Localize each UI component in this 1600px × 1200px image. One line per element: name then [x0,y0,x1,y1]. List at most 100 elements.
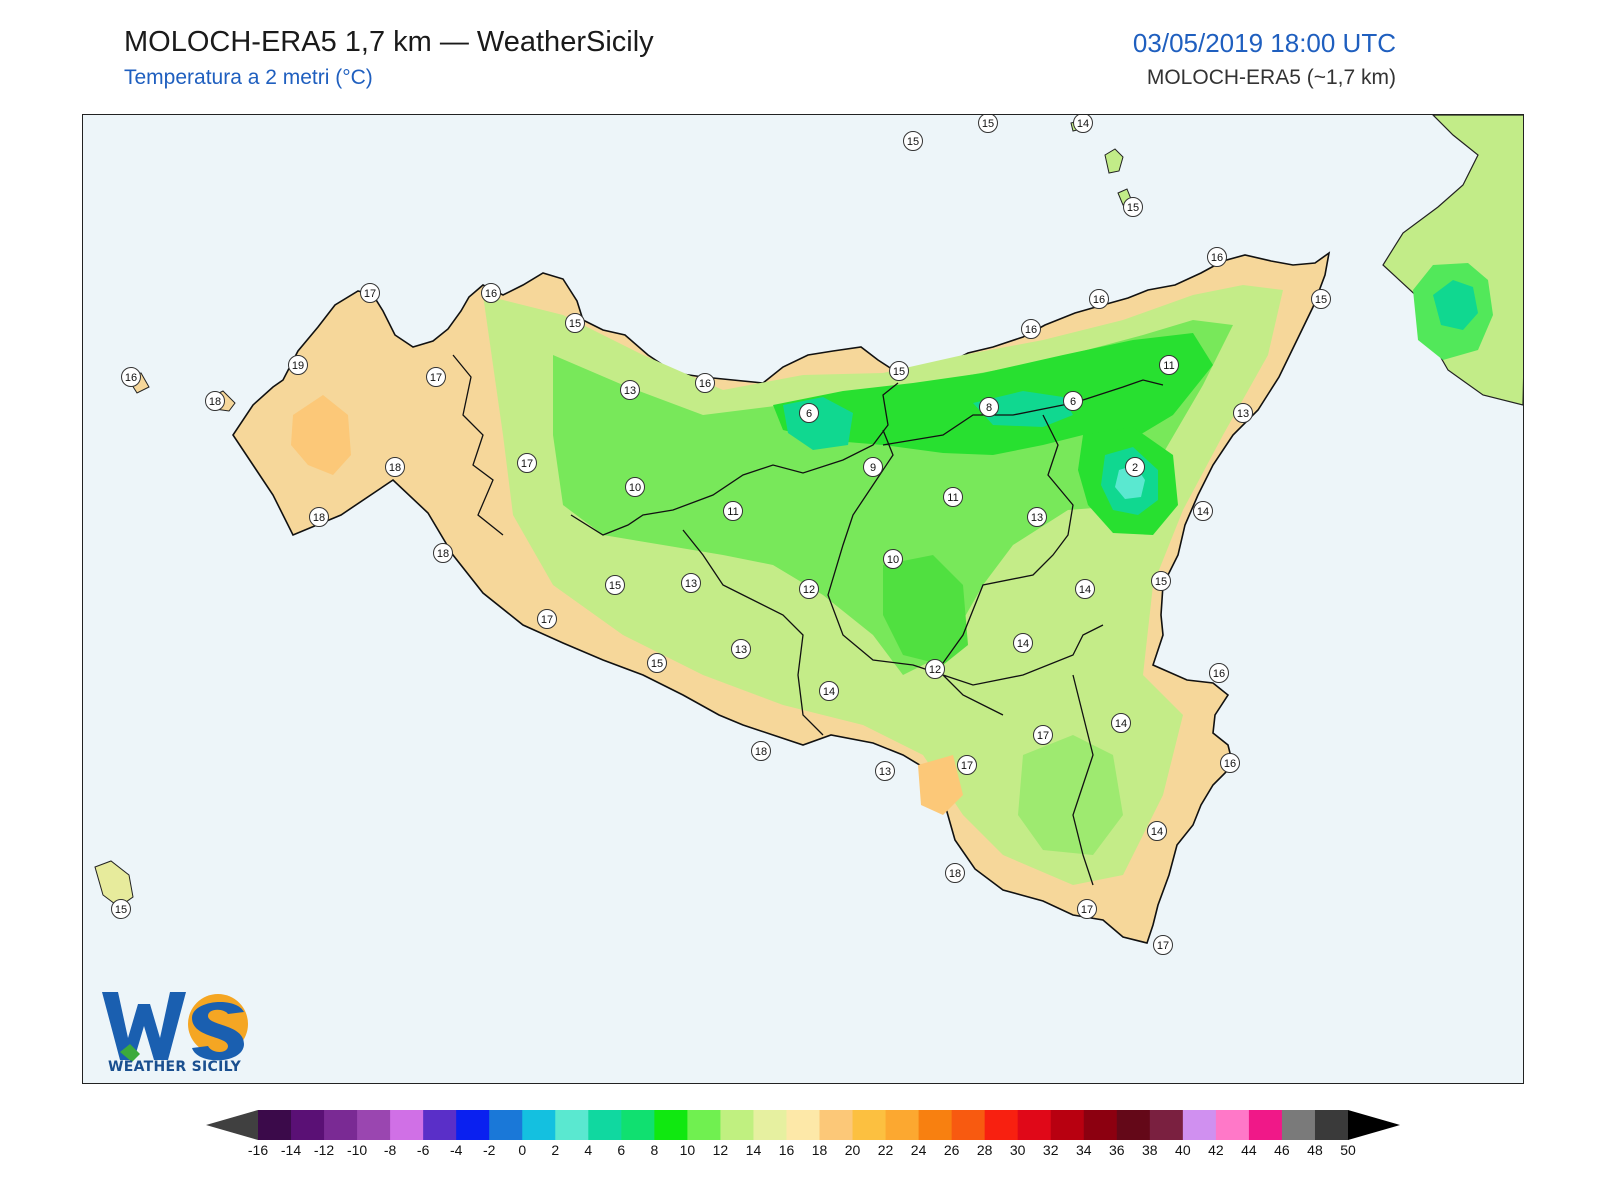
colorbar-cell [819,1110,854,1140]
temperature-value: 18 [949,868,961,880]
colorbar-tick-label: 44 [1241,1142,1257,1158]
temperature-marker: 15 [1151,571,1171,591]
temperature-value: 16 [485,288,497,300]
colorbar-cell [555,1110,589,1140]
temperature-value: 13 [685,578,697,590]
colorbar-cell [357,1110,391,1140]
temperature-labels: 15 15 14 15 16 15 16 16 11 13 14 15 16 16 17 16 19 17 16 18… [111,115,1331,955]
colorbar-tick-label: 26 [943,1142,960,1158]
temperature-marker: 11 [1159,355,1179,375]
temperature-marker: 16 [1021,319,1041,339]
colorbar-tick-label: 32 [1042,1142,1059,1158]
colorbar-cell [258,1110,292,1140]
temperature-marker: 14 [1075,579,1095,599]
temperature-value: 14 [1197,506,1209,518]
colorbar-cell [1149,1110,1184,1140]
temperature-marker: 15 [565,313,585,333]
colorbar-cell [852,1110,887,1140]
temperature-marker: 18 [945,863,965,883]
colorbar-tick-label: -16 [247,1142,269,1158]
colorbar-tick-label: 0 [518,1142,527,1158]
logo-text: WEATHER SICILY [108,1059,242,1075]
temperature-value: 14 [1017,638,1029,650]
colorbar-cell [423,1110,457,1140]
temperature-value: 16 [1224,758,1236,770]
temperature-value: 15 [609,580,621,592]
temperature-marker: 16 [481,283,501,303]
colorbar-tick-label: 30 [1009,1142,1026,1158]
temperature-value: 15 [651,658,663,670]
temperature-value: 15 [1127,202,1139,214]
temperature-value: 17 [961,760,973,772]
temperature-value: 18 [389,462,401,474]
colorbar-tick-label: 6 [617,1142,626,1158]
province-borders [452,354,1164,886]
temperature-value: 9 [870,462,876,474]
colorbar-cell [1215,1110,1250,1140]
temperature-marker: 12 [799,579,819,599]
colorbar-cell [1281,1110,1316,1140]
temperature-value: 16 [699,378,711,390]
temperature-value: 14 [1151,826,1163,838]
colorbar-cell [489,1110,523,1140]
colorbar-tick-label: 24 [910,1142,927,1158]
trapani-warm [291,395,351,475]
colorbar-ticks: -16 -14 -12 -10 -8 -6 -4 -2 0 2 4 6 8 10 12 14 16 18 20 22 2… [0,1142,1600,1162]
temperature-marker: 9 [863,457,883,477]
temperature-marker: 17 [1077,899,1097,919]
temperature-value: 18 [755,746,767,758]
temperature-marker: 13 [731,639,751,659]
colorbar-cell [1050,1110,1085,1140]
temperature-marker: 8 [979,397,999,417]
colorbar-cell [654,1110,688,1140]
colorbar-cell [291,1110,325,1140]
temperature-map: 15 15 14 15 16 15 16 16 11 13 14 15 16 16 17 16 19 17 16 18… [82,114,1524,1084]
colorbar-cell [1116,1110,1151,1140]
temperature-value: 17 [1081,904,1093,916]
temperature-marker: 14 [1147,821,1167,841]
temperature-marker: 11 [723,501,743,521]
temperature-marker: 19 [288,355,308,375]
temperature-marker: 17 [1153,935,1173,955]
pantelleria-island [94,860,134,908]
temperature-value: 15 [1155,576,1167,588]
map-title: MOLOCH-ERA5 1,7 km — WeatherSicily [124,26,654,58]
temperature-value: 15 [893,366,905,378]
temperature-value: 13 [879,766,891,778]
colorbar-cell [885,1110,920,1140]
temperature-marker: 15 [111,899,131,919]
temperature-marker: 18 [751,741,771,761]
central-green [883,555,968,665]
temperature-value: 14 [1115,718,1127,730]
colorbar-tick-label: 20 [844,1142,861,1158]
colorbar-cell [1248,1110,1283,1140]
temperature-value: 15 [982,118,994,130]
temperature-marker: 16 [1089,289,1109,309]
temperature-marker: 10 [625,477,645,497]
temperature-value: 17 [541,614,553,626]
colorbar-cell [1314,1110,1349,1140]
colorbar-over-triangle [1348,1110,1400,1140]
temperature-value: 12 [929,664,941,676]
temperature-marker: 17 [537,609,557,629]
temperature-marker: 15 [1311,289,1331,309]
aeolian-island-1 [1104,148,1124,174]
colorbar-cell [324,1110,358,1140]
temperature-marker: 14 [1193,501,1213,521]
temperature-value: 6 [806,408,812,420]
temperature-value: 10 [629,482,641,494]
colorbar-tick-label: 2 [551,1142,560,1158]
temperature-value: 14 [823,686,835,698]
nebrodi-cold-core [773,333,1213,455]
temperature-marker: 2 [1125,457,1145,477]
gela-warm [918,755,963,815]
colorbar-tick-label: -8 [383,1142,397,1158]
temperature-marker: 15 [889,361,909,381]
colorbar-cell [588,1110,622,1140]
iblei-green [1018,735,1123,855]
colorbar-tick-label: -4 [449,1142,463,1158]
colorbar-tick-label: 40 [1175,1142,1191,1158]
colorbar-cell [984,1110,1019,1140]
colorbar-tick-label: 22 [877,1142,894,1158]
temperature-marker: 13 [1233,403,1253,423]
